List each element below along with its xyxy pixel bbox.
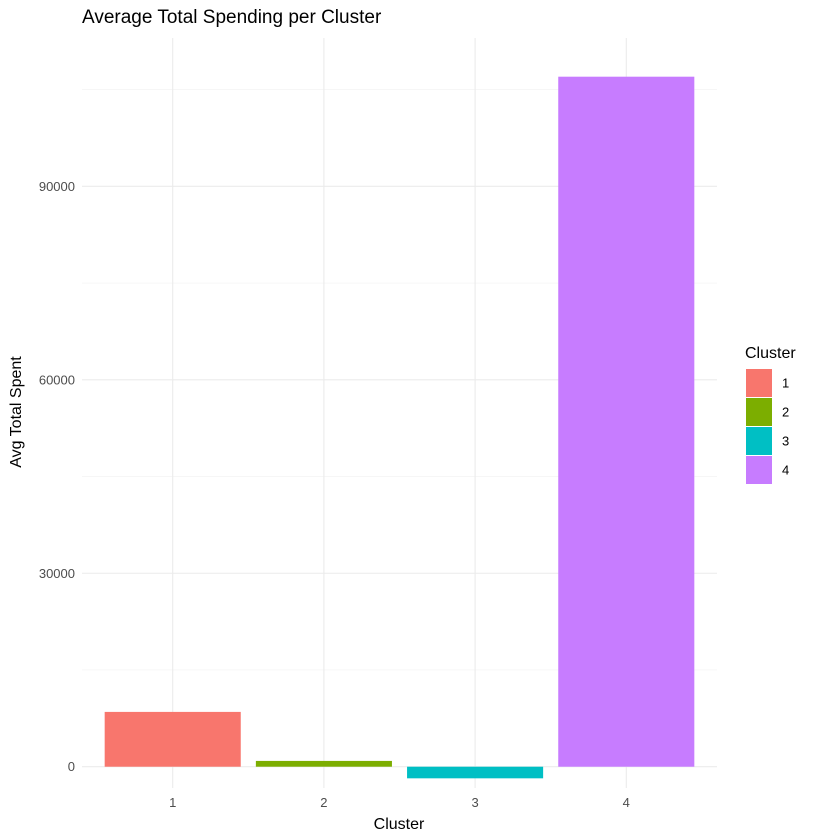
x-tick-label: 2 xyxy=(320,795,327,810)
legend-key-1 xyxy=(746,369,772,397)
chart-title: Average Total Spending per Cluster xyxy=(82,7,382,28)
legend-label-2: 2 xyxy=(782,405,789,420)
x-axis-title: Cluster xyxy=(374,816,425,833)
legend-label-3: 3 xyxy=(782,434,789,449)
x-tick-labels: 1 2 3 4 xyxy=(169,795,630,810)
legend-key-3 xyxy=(746,427,772,455)
x-tick-label: 4 xyxy=(623,795,630,810)
bar-cluster-2 xyxy=(255,760,392,767)
bars xyxy=(104,76,695,779)
bar-cluster-1 xyxy=(104,711,241,767)
legend: Cluster 1 2 3 4 xyxy=(745,345,796,484)
x-tick-label: 1 xyxy=(169,795,176,810)
y-tick-label: 0 xyxy=(68,759,75,774)
y-tick-labels: 0 30000 60000 90000 xyxy=(39,179,75,774)
y-axis-title: Avg Total Spent xyxy=(8,356,25,468)
y-tick-label: 60000 xyxy=(39,372,75,387)
legend-label-4: 4 xyxy=(782,463,789,478)
y-tick-label: 90000 xyxy=(39,179,75,194)
bar-cluster-4 xyxy=(558,76,695,767)
y-tick-label: 30000 xyxy=(39,566,75,581)
legend-key-4 xyxy=(746,456,772,484)
x-tick-label: 3 xyxy=(471,795,478,810)
legend-label-1: 1 xyxy=(782,376,789,391)
legend-title: Cluster xyxy=(745,345,796,362)
legend-key-2 xyxy=(746,398,772,426)
bar-cluster-3 xyxy=(407,766,544,779)
